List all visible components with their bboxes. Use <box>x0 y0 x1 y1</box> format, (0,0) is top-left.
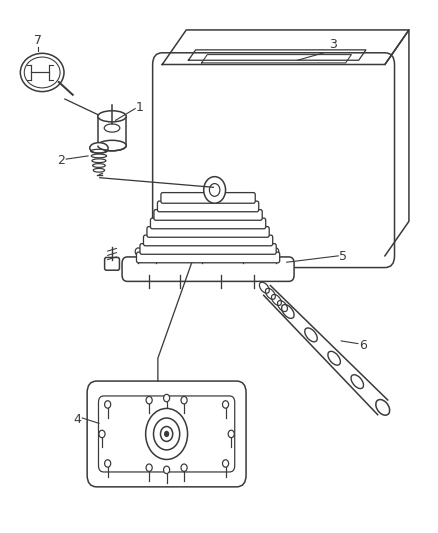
FancyBboxPatch shape <box>161 192 255 203</box>
Circle shape <box>223 460 229 467</box>
Ellipse shape <box>98 140 126 151</box>
Ellipse shape <box>90 143 108 154</box>
Circle shape <box>99 430 105 438</box>
Circle shape <box>163 394 170 402</box>
Polygon shape <box>162 64 385 256</box>
Circle shape <box>152 248 159 255</box>
Text: 4: 4 <box>74 413 81 425</box>
FancyBboxPatch shape <box>150 218 266 229</box>
Circle shape <box>198 248 205 255</box>
Text: 1: 1 <box>136 101 144 114</box>
Circle shape <box>146 397 152 404</box>
Text: 6: 6 <box>359 338 367 352</box>
Polygon shape <box>385 30 409 256</box>
Text: 5: 5 <box>339 251 347 263</box>
Circle shape <box>228 430 234 438</box>
Ellipse shape <box>20 53 64 92</box>
FancyBboxPatch shape <box>140 244 276 254</box>
Circle shape <box>163 466 170 473</box>
Circle shape <box>209 183 220 196</box>
Circle shape <box>153 418 180 450</box>
Ellipse shape <box>98 111 126 122</box>
Text: 3: 3 <box>328 38 336 51</box>
Circle shape <box>223 401 229 408</box>
Bar <box>98 116 126 146</box>
Ellipse shape <box>305 328 317 342</box>
Ellipse shape <box>376 400 390 415</box>
Ellipse shape <box>351 375 364 389</box>
Text: 7: 7 <box>34 35 42 47</box>
Circle shape <box>146 408 187 459</box>
Circle shape <box>164 431 169 437</box>
FancyBboxPatch shape <box>137 252 280 263</box>
FancyBboxPatch shape <box>144 235 273 246</box>
FancyBboxPatch shape <box>147 227 269 237</box>
Circle shape <box>181 464 187 471</box>
Polygon shape <box>162 30 409 64</box>
Ellipse shape <box>328 351 340 365</box>
FancyBboxPatch shape <box>154 209 262 220</box>
Circle shape <box>273 248 279 255</box>
FancyBboxPatch shape <box>105 257 120 270</box>
Ellipse shape <box>104 124 120 132</box>
FancyBboxPatch shape <box>87 381 246 487</box>
Ellipse shape <box>282 304 294 318</box>
Circle shape <box>105 460 111 467</box>
Circle shape <box>160 426 173 441</box>
Circle shape <box>135 248 141 255</box>
Circle shape <box>105 401 111 408</box>
Circle shape <box>240 248 246 255</box>
Circle shape <box>204 176 226 203</box>
Circle shape <box>181 397 187 404</box>
Text: 2: 2 <box>57 154 65 167</box>
FancyBboxPatch shape <box>122 257 294 281</box>
FancyBboxPatch shape <box>157 201 259 212</box>
Circle shape <box>146 464 152 471</box>
